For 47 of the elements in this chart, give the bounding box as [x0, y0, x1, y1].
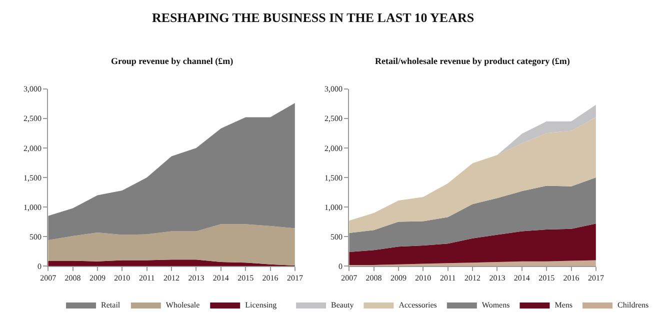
- x-tick-label: 2008: [64, 274, 81, 283]
- x-tick-label: 2016: [262, 274, 278, 283]
- x-tick-label: 2013: [188, 274, 204, 283]
- y-tick-label: 1,500: [24, 173, 42, 182]
- legend-label: Accessories: [398, 300, 437, 310]
- y-tick-label: 2,500: [24, 114, 42, 124]
- legend-label: Womens: [482, 300, 510, 310]
- y-tick-label: 500: [30, 232, 42, 242]
- x-tick-label: 2012: [164, 274, 180, 283]
- x-tick-label: 2012: [464, 274, 481, 283]
- x-tick-label: 2016: [563, 274, 580, 283]
- y-tick-label: 1,000: [24, 202, 42, 212]
- y-tick-label: 3,000: [324, 84, 343, 94]
- x-tick-label: 2007: [40, 274, 56, 283]
- x-tick-label: 2013: [489, 274, 506, 283]
- chart-title: Group revenue by channel (£m): [111, 56, 234, 66]
- x-tick-label: 2011: [440, 274, 456, 283]
- y-tick-label: 500: [330, 232, 343, 242]
- x-tick-label: 2007: [341, 274, 358, 283]
- x-tick-label: 2011: [139, 274, 155, 283]
- y-tick-label: 2,500: [324, 114, 343, 124]
- x-tick-label: 2009: [390, 274, 406, 283]
- x-tick-label: 2015: [238, 274, 254, 283]
- x-tick-label: 2015: [538, 274, 555, 283]
- legend-label: Mens: [554, 300, 572, 310]
- y-tick-label: 1,000: [324, 202, 343, 212]
- text: RESHAPING THE BUSINESS IN THE LAST 10 YEARS: [152, 10, 474, 25]
- y-tick-label: 1,500: [324, 173, 343, 182]
- y-tick-label: 2,000: [324, 144, 343, 153]
- y-tick-label: 3,000: [24, 84, 42, 94]
- y-tick-label: 2,000: [24, 144, 42, 153]
- legend-label: Childrens: [618, 300, 649, 310]
- y-tick-label: 0: [38, 262, 42, 271]
- x-tick-label: 2014: [212, 274, 229, 283]
- x-tick-label: 2010: [114, 274, 130, 283]
- x-tick-label: 2010: [415, 274, 432, 283]
- x-tick-label: 2014: [514, 274, 530, 283]
- legend-label: Retail: [101, 300, 121, 310]
- x-tick-label: 2017: [286, 274, 303, 283]
- x-tick-label: 2017: [588, 274, 604, 283]
- legend-label: Wholesale: [166, 300, 200, 310]
- y-tick-label: 0: [338, 262, 343, 271]
- legend-label: Beauty: [331, 300, 354, 310]
- x-tick-label: 2008: [366, 274, 382, 283]
- x-tick-label: 2009: [89, 274, 106, 283]
- legend-label: Licensing: [245, 300, 277, 310]
- chart-title: Retail/wholesale revenue by product category (£m): [375, 56, 570, 66]
